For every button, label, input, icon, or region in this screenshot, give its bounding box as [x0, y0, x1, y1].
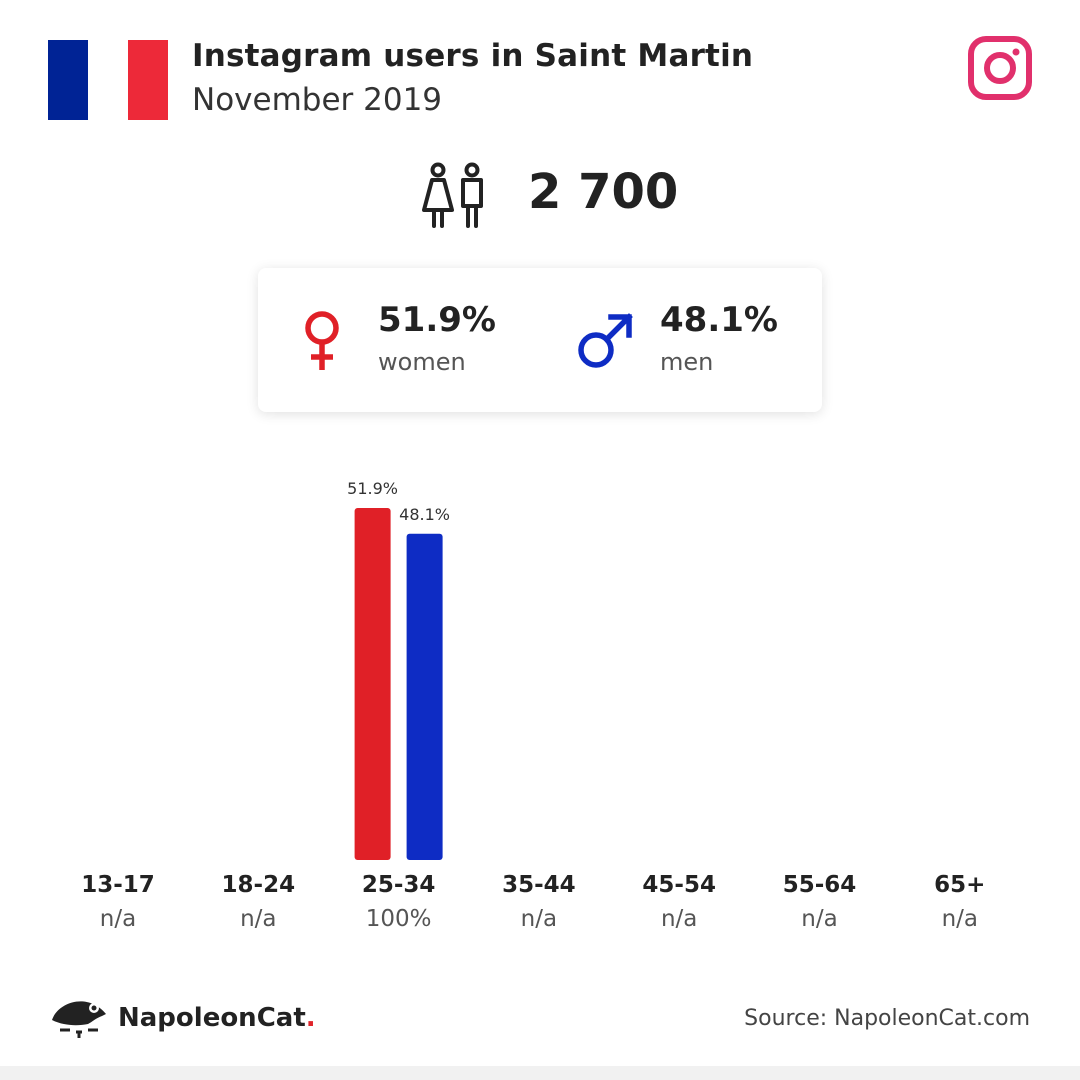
- age-group-value: n/a: [240, 906, 277, 932]
- men-label: men: [660, 348, 714, 376]
- women-label: women: [378, 348, 466, 376]
- age-chart: 51.9%48.1%: [347, 479, 450, 860]
- napoleoncat-logo: NapoleonCat.: [48, 994, 316, 1042]
- france-flag: [48, 40, 168, 120]
- flag-white-stripe: [88, 40, 128, 120]
- page-title: Instagram users in Saint Martin: [192, 38, 754, 74]
- flag-blue-stripe: [48, 40, 88, 120]
- users-icon: [422, 162, 483, 228]
- age-group-label: 18-24: [221, 872, 296, 898]
- age-group-value: n/a: [941, 906, 978, 932]
- bar-men-25-34: [406, 533, 443, 860]
- bar-label-men-25-34: 48.1%: [399, 505, 450, 524]
- men-percentage: 48.1%: [660, 300, 778, 340]
- bottom-strip: [0, 1066, 1080, 1080]
- age-group-55-64: 55-64 n/a: [760, 872, 880, 932]
- age-group-label: 13-17: [81, 872, 155, 898]
- bar-label-women-25-34: 51.9%: [347, 479, 398, 498]
- age-group-value: n/a: [801, 906, 838, 932]
- age-group-label: 45-54: [642, 872, 716, 898]
- age-group-label: 65+: [934, 872, 986, 898]
- age-group-value: n/a: [99, 906, 137, 932]
- age-group-value: n/a: [660, 906, 698, 932]
- age-group-label: 35-44: [502, 872, 576, 898]
- flag-red-stripe: [128, 40, 168, 120]
- age-group-25-34: 25-34 100%: [339, 872, 459, 932]
- logo-text: NapoleonCat: [118, 1003, 306, 1033]
- age-group-value: n/a: [520, 906, 558, 932]
- source-text: Source: NapoleonCat.com: [744, 1006, 1030, 1031]
- instagram-icon: [968, 36, 1032, 100]
- age-group-label: 55-64: [782, 872, 857, 898]
- total-users: 2 700: [528, 164, 679, 220]
- age-group-45-54: 45-54 n/a: [619, 872, 739, 932]
- age-group-18-24: 18-24 n/a: [198, 872, 318, 932]
- male-icon: [578, 313, 633, 368]
- age-group-35-44: 35-44 n/a: [479, 872, 599, 932]
- age-axis: 13-17 n/a 18-24 n/a 25-34 100% 35-44 n/a 45-54 n/…: [0, 872, 1080, 952]
- bar-women-25-34: [354, 508, 391, 860]
- age-group-13-17: 13-17 n/a: [58, 872, 178, 932]
- age-group-label: 25-34: [361, 872, 436, 898]
- page-subtitle: November 2019: [192, 82, 443, 118]
- napoleoncat-logo-icon: [52, 1001, 106, 1038]
- women-percentage: 51.9%: [378, 300, 496, 340]
- age-group-65+: 65+ n/a: [900, 872, 1020, 932]
- logo-dot: .: [305, 1003, 316, 1033]
- age-group-value: 100%: [365, 906, 432, 932]
- female-icon: [305, 311, 339, 370]
- gender-card: 51.9% women 48.1% men: [258, 268, 822, 412]
